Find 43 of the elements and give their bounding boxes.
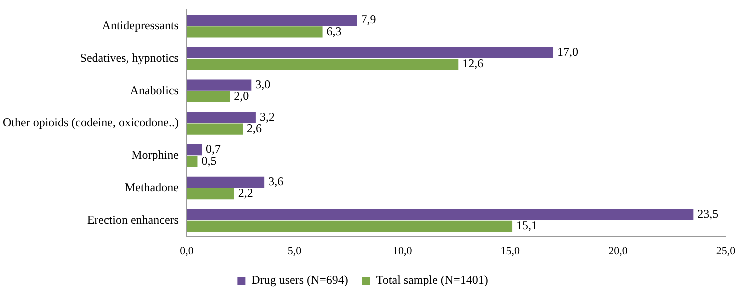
data-label: 23,5 [698, 206, 719, 221]
y-tick-label: Erection enhancers [87, 212, 180, 227]
y-tick-label: Other opioids (codeine, oxicodone..) [3, 116, 179, 130]
bar [186, 15, 358, 26]
bar [186, 80, 252, 91]
x-tick-label: 25,0 [716, 245, 736, 258]
bar [186, 91, 230, 102]
data-label: 0,5 [202, 154, 217, 168]
bar [186, 156, 198, 168]
bar [186, 220, 513, 232]
data-label: 17,0 [558, 45, 579, 60]
bar [186, 188, 234, 200]
data-label: 3,2 [260, 110, 275, 124]
data-label: 12,6 [462, 56, 484, 71]
x-tick-label: 20,0 [608, 245, 628, 258]
y-tick-label: Antidepressants [102, 18, 180, 33]
x-tick-label: 5,0 [288, 245, 302, 258]
data-label: 3,6 [268, 174, 284, 189]
data-label: 2,2 [238, 186, 254, 200]
x-tick-label: 0,0 [180, 245, 194, 258]
bar [186, 59, 459, 70]
data-label: 7,9 [361, 12, 376, 27]
x-tick-label: 15,0 [500, 245, 521, 258]
bar [186, 209, 694, 220]
bar [186, 124, 244, 135]
data-label: 6,3 [326, 24, 342, 38]
x-tick-label: 10,0 [392, 245, 413, 258]
bar [186, 26, 323, 38]
bar [186, 47, 554, 58]
data-label: 3,0 [256, 77, 271, 92]
data-label: 15,1 [516, 218, 538, 233]
y-tick-label: Methadone [124, 180, 179, 194]
y-tick-label: Sedatives, hypnotics [80, 50, 180, 65]
data-label: 2,6 [247, 121, 262, 136]
y-tick-label: Morphine [132, 148, 179, 162]
bar [186, 176, 265, 188]
legend-label: Drug users (N=694) [252, 273, 348, 288]
y-tick-label: Anabolics [130, 83, 180, 98]
bar [186, 144, 202, 156]
data-label: 0,7 [206, 142, 222, 156]
legend-label: Total sample (N=1401) [376, 273, 488, 288]
bar [186, 112, 256, 124]
data-label: 2,0 [234, 89, 250, 104]
